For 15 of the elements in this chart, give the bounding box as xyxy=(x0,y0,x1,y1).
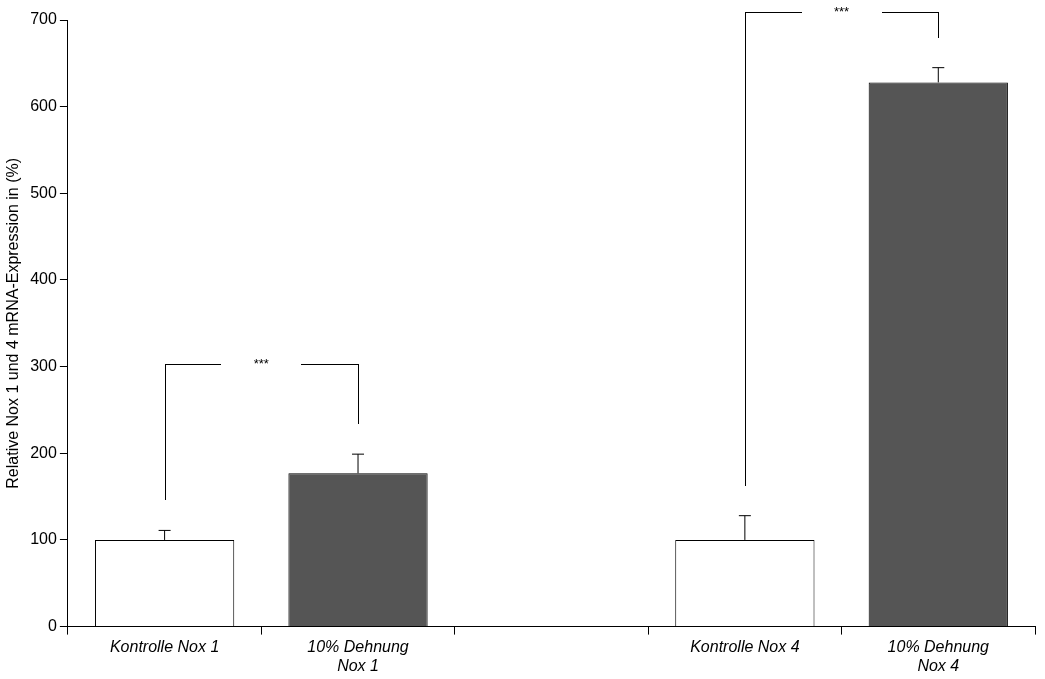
y-axis-title: Relative Nox 1 und 4 mRNA-Expression in (%) xyxy=(4,157,22,489)
y-tick-label: 500 xyxy=(30,183,57,201)
text: *** xyxy=(833,4,851,19)
y-tick-label: 200 xyxy=(30,443,57,461)
y-tick-label: 300 xyxy=(30,357,57,375)
y-tick-label: 400 xyxy=(30,270,57,288)
x-tick-label: Kontrolle Nox 4 xyxy=(690,637,800,655)
y-tick-label: 600 xyxy=(30,97,57,115)
y-tick-label: 0 xyxy=(47,617,57,635)
x-tick-label: Kontrolle Nox 1 xyxy=(109,637,220,655)
y-tick-label: 700 xyxy=(30,10,57,28)
y-tick-label: 100 xyxy=(30,530,57,548)
x-tick-label: 10% Dehnung Nox 4 xyxy=(887,637,990,674)
x-tick-label: 10% Dehnung Nox 1 xyxy=(307,637,409,674)
annotation: *** xyxy=(252,356,270,372)
